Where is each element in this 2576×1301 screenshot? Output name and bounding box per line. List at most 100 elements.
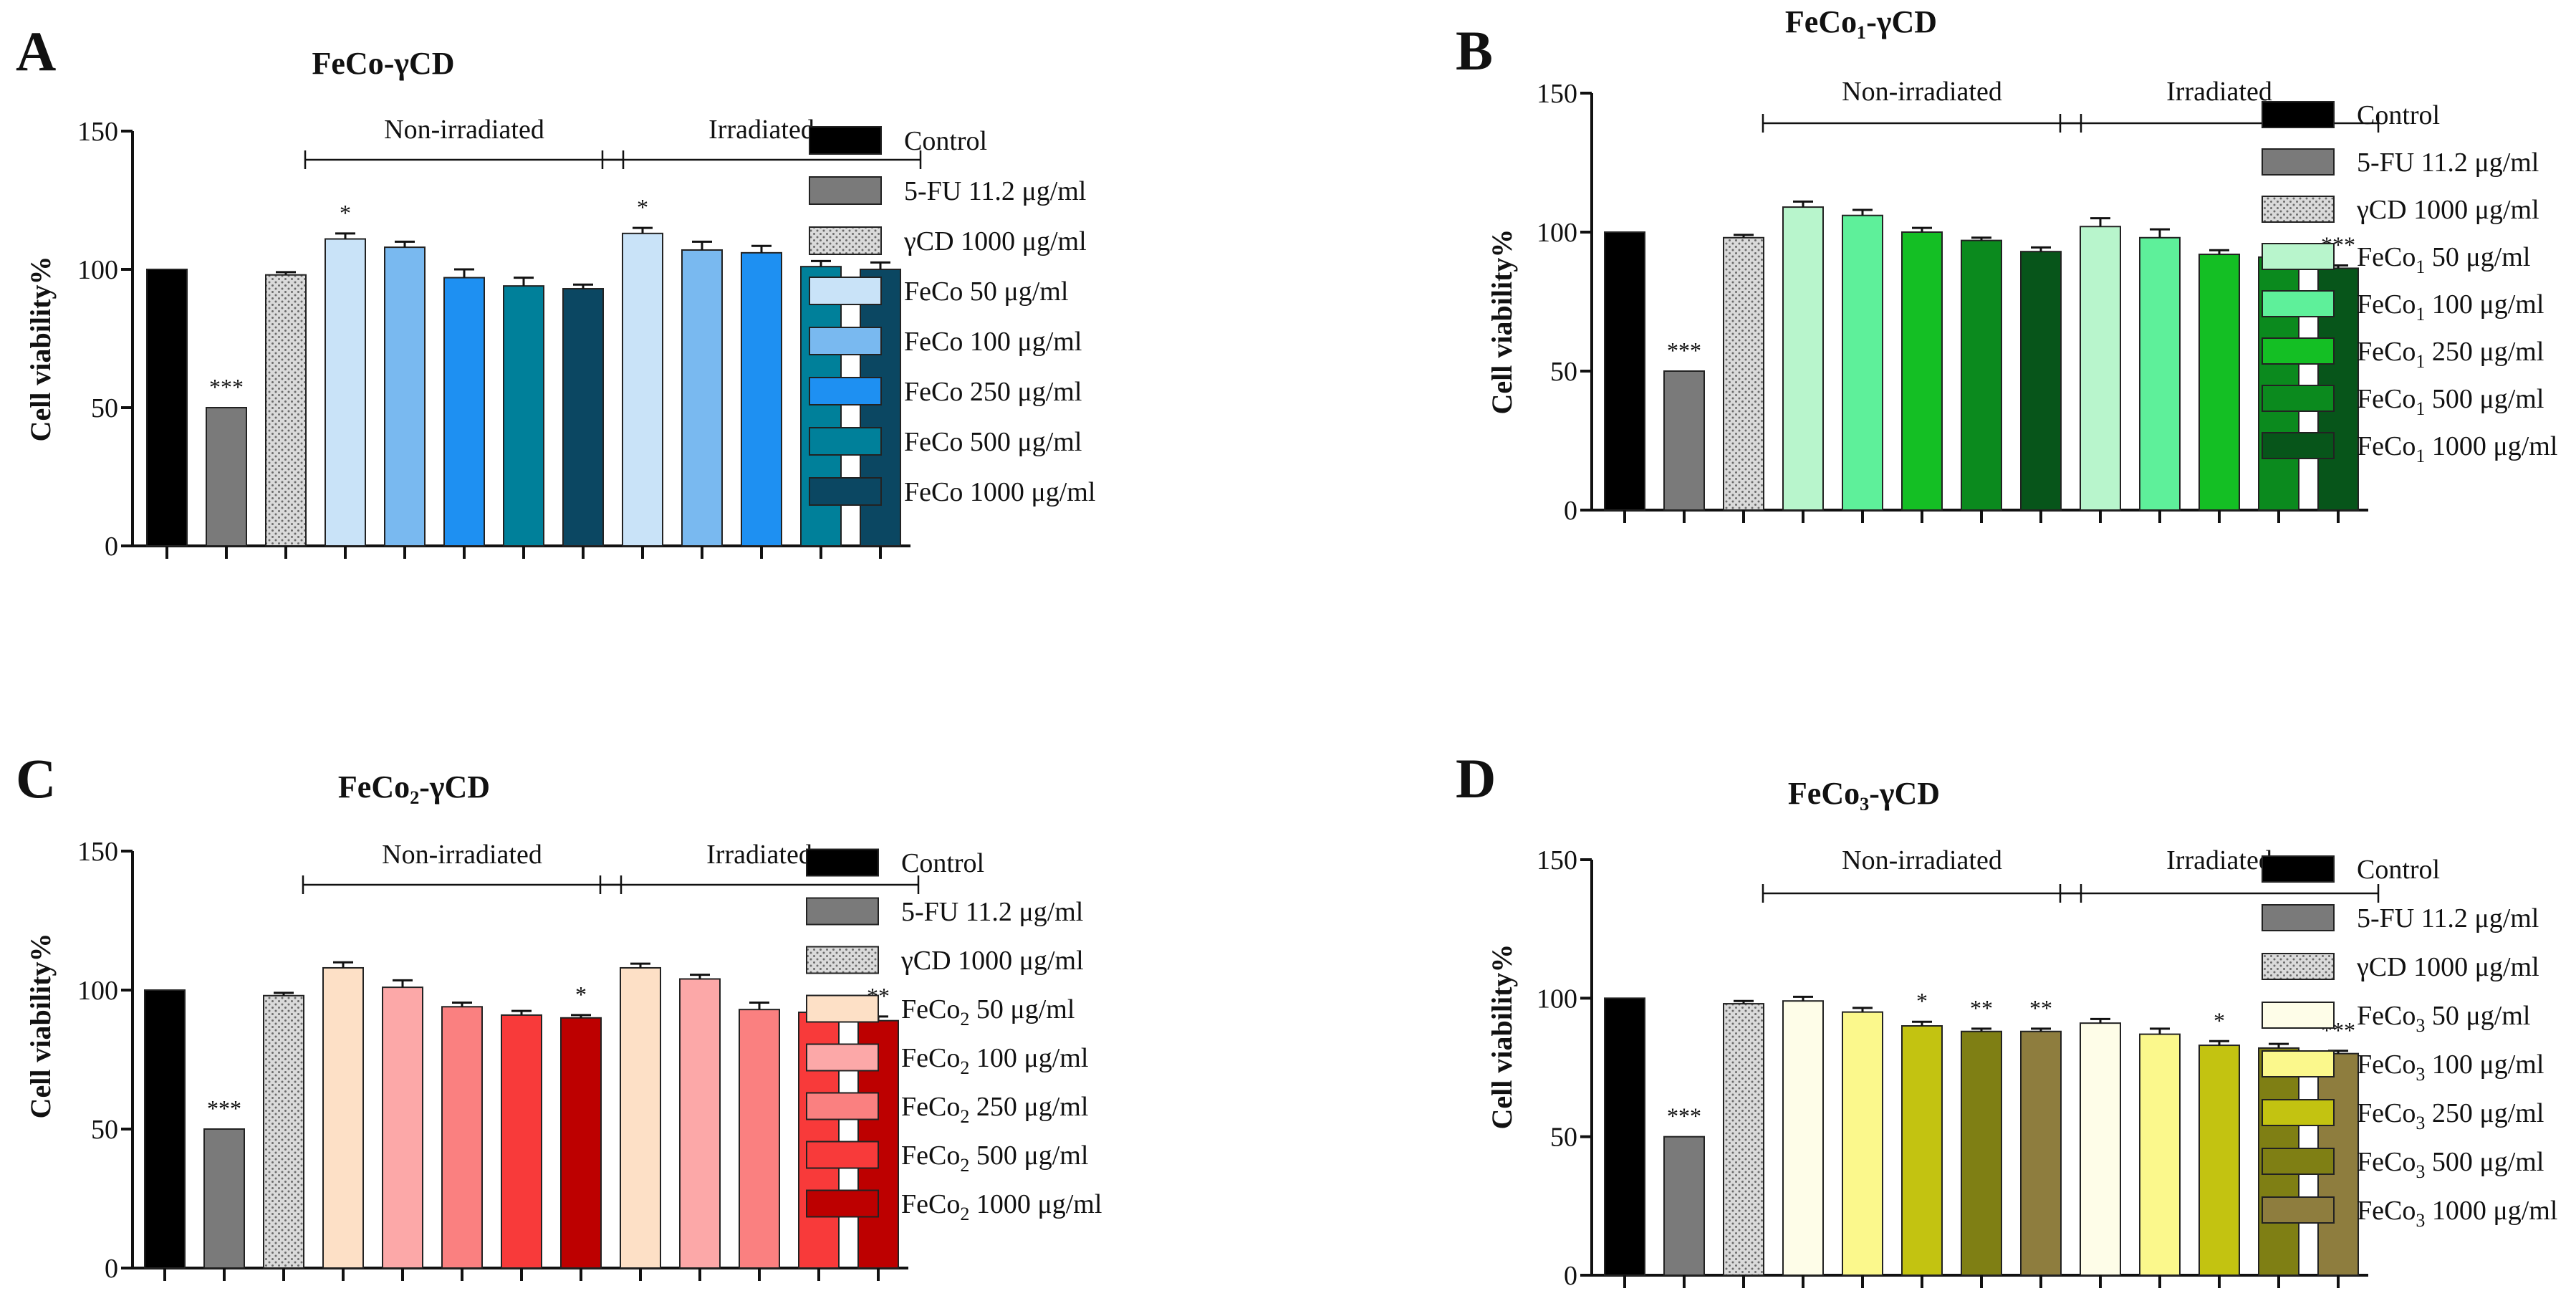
- legend-label-base: FeCo 100 μg/ml: [904, 327, 1082, 357]
- y-tick-label: 50: [91, 393, 118, 423]
- bar: [2080, 1022, 2121, 1276]
- legend-swatch: [809, 327, 882, 355]
- legend-label-base: Control: [2357, 855, 2440, 885]
- significance-label: ***: [1667, 337, 1701, 363]
- y-tick-label: 0: [1564, 496, 1577, 526]
- legend-label-base: FeCo 1000 μg/ml: [904, 477, 1095, 507]
- legend-label-base: 5-FU 11.2 μg/ml: [904, 176, 1086, 206]
- legend-label: FeCo3 50 μg/ml: [2357, 1001, 2530, 1036]
- chart-title: FeCo-γCD: [312, 46, 455, 81]
- bar: [620, 966, 661, 1269]
- legend-swatch: [2262, 432, 2335, 459]
- bar: [265, 274, 307, 547]
- legend-label-rest: 1000 μg/ml: [2425, 1196, 2557, 1226]
- bar: [441, 1006, 483, 1269]
- legend: Control 5-FU 11.2 μg/ml γCD 1000 μg/ml FeCo…: [2262, 100, 2557, 466]
- y-tick-label: 100: [1537, 984, 1577, 1014]
- legend-swatch: [806, 1043, 879, 1072]
- bar: [263, 994, 304, 1269]
- bar: [1782, 1000, 1824, 1276]
- legend-label: γCD 1000 μg/ml: [2356, 952, 2539, 982]
- bar: [325, 238, 366, 547]
- legend-label-base: FeCo: [2357, 1098, 2416, 1128]
- bar: [2198, 1045, 2240, 1276]
- legend-swatch: [2262, 290, 2335, 317]
- legend-swatch: [2262, 1196, 2335, 1224]
- legend-label-subscript: 3: [2416, 1210, 2425, 1231]
- legend-swatch: [2262, 148, 2335, 176]
- legend-label: FeCo1 500 μg/ml: [2357, 384, 2544, 419]
- legend-label-rest: 50 μg/ml: [969, 994, 1075, 1024]
- legend-swatch: [809, 226, 882, 255]
- bar: [1842, 1011, 1883, 1276]
- significance-label: *: [1916, 988, 1928, 1014]
- legend-label: FeCo1 250 μg/ml: [2357, 337, 2544, 372]
- legend-label-rest: 250 μg/ml: [2425, 337, 2544, 367]
- legend-swatch: [806, 994, 879, 1023]
- legend-label-base: 5-FU 11.2 μg/ml: [2357, 148, 2539, 178]
- legend-label-base: FeCo: [2357, 242, 2416, 272]
- bar: [1961, 239, 2002, 511]
- legend-label: FeCo3 100 μg/ml: [2357, 1050, 2544, 1085]
- legend-swatch: [2262, 243, 2335, 270]
- legend-swatch: [809, 277, 882, 305]
- legend: Control 5-FU 11.2 μg/ml γCD 1000 μg/ml FeCo…: [806, 848, 1102, 1224]
- bar: [2139, 236, 2181, 511]
- legend-label-rest: 50 μg/ml: [2425, 1001, 2530, 1031]
- legend-label-subscript: 2: [960, 1057, 969, 1078]
- legend-label-subscript: 3: [2416, 1113, 2425, 1133]
- group-label: Non-irradiated: [1842, 845, 2002, 875]
- legend-swatch: [806, 946, 879, 974]
- bar: [206, 407, 247, 547]
- legend-swatch: [2262, 101, 2335, 128]
- legend-label: FeCo2 50 μg/ml: [901, 994, 1075, 1029]
- group-label: Non-irradiated: [1842, 77, 2002, 107]
- legend-label: γCD 1000 μg/ml: [903, 226, 1087, 256]
- significance-label: *: [637, 194, 648, 220]
- legend-label: FeCo1 100 μg/ml: [2357, 289, 2544, 325]
- bar: [146, 269, 188, 547]
- chart-title: FeCo₃-γCD: [1788, 776, 1940, 811]
- group-label: Irradiated: [708, 115, 814, 145]
- legend-swatch: [2262, 904, 2335, 931]
- y-axis-label: Cell viability%: [1486, 944, 1518, 1130]
- legend-swatch: [2262, 953, 2335, 980]
- legend-label-rest: 1000 μg/ml: [969, 1189, 1102, 1219]
- legend-label: γCD 1000 μg/ml: [2356, 195, 2539, 225]
- legend-label-subscript: 3: [2416, 1015, 2425, 1036]
- legend-label-base: FeCo: [2357, 431, 2416, 461]
- legend-label-base: γCD 1000 μg/ml: [903, 226, 1087, 256]
- legend-label-rest: 250 μg/ml: [969, 1092, 1088, 1122]
- legend-swatch: [809, 477, 882, 506]
- legend-swatch: [2262, 196, 2335, 223]
- panel-letter: D: [1456, 747, 1496, 810]
- group-label: Irradiated: [2166, 77, 2272, 107]
- legend-label: 5-FU 11.2 μg/ml: [2357, 903, 2539, 933]
- significance-label: ***: [1667, 1103, 1701, 1129]
- bar: [1842, 214, 1883, 511]
- significance-label: *: [340, 200, 351, 226]
- bar: [1663, 1136, 1705, 1276]
- legend-label-base: FeCo: [2357, 384, 2416, 414]
- bar: [1723, 1003, 1764, 1276]
- bar: [2020, 1030, 2062, 1276]
- legend-label: FeCo 500 μg/ml: [904, 427, 1082, 457]
- legend-label: FeCo3 250 μg/ml: [2357, 1098, 2544, 1133]
- y-tick-label: 50: [1550, 1123, 1577, 1153]
- bar: [1604, 231, 1645, 511]
- legend-swatch: [2262, 1002, 2335, 1029]
- legend-label-rest: 250 μg/ml: [2425, 1098, 2544, 1128]
- legend-swatch: [809, 427, 882, 456]
- legend-label-base: 5-FU 11.2 μg/ml: [2357, 903, 2539, 933]
- legend-swatch: [806, 1189, 879, 1218]
- legend-label-rest: 50 μg/ml: [2425, 242, 2530, 272]
- legend-label: FeCo 1000 μg/ml: [904, 477, 1095, 507]
- legend-label-subscript: 2: [960, 1106, 969, 1127]
- bar: [382, 986, 423, 1269]
- legend-swatch: [809, 377, 882, 405]
- legend-label-base: γCD 1000 μg/ml: [2356, 952, 2539, 982]
- legend-label-rest: 1000 μg/ml: [2425, 431, 2557, 461]
- legend-label-subscript: 1: [2416, 446, 2425, 466]
